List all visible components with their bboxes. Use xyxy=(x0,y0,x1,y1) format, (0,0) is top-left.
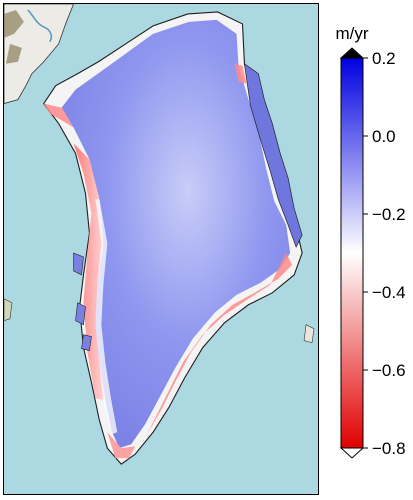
colorbar-tick-label: 0.0 xyxy=(372,127,396,146)
colorbar-tick-label: 0.2 xyxy=(372,49,396,68)
melt-margin-south xyxy=(107,432,136,459)
map-panel xyxy=(3,3,319,495)
melt-margin-southeast xyxy=(147,252,293,435)
colorbar-tick-label: −0.6 xyxy=(372,361,406,380)
colorbar-graphic: 0.2 0.0 −0.2 −0.4 −0.6 −0.8 xyxy=(339,47,406,459)
ice-transition-band xyxy=(95,199,118,435)
colorbar-extend-min-arrow xyxy=(339,447,365,459)
ice-sheet-blue xyxy=(61,19,291,449)
west-coast-islands xyxy=(73,252,92,351)
colorbar-tick-label: −0.4 xyxy=(372,283,406,302)
colorbar-extend-max-arrow xyxy=(339,47,365,59)
melt-margin-northeast xyxy=(234,63,247,84)
east-islets xyxy=(303,324,315,343)
colorbar-tick-label: −0.8 xyxy=(372,439,406,458)
melt-margin-northwest xyxy=(43,103,74,128)
canada-coast-lake xyxy=(27,9,53,43)
colorbar: m/yr 0.2 0.0 −0.2 −0.4 −0.6 −0.8 xyxy=(330,24,410,464)
west-islets xyxy=(4,298,13,322)
east-coast-glaciers xyxy=(244,62,303,248)
colorbar-tick-label: −0.2 xyxy=(372,205,406,224)
colorbar-unit-label: m/yr xyxy=(335,24,369,43)
colorbar-gradient xyxy=(340,57,364,449)
canada-land xyxy=(4,4,74,105)
canada-terrain xyxy=(4,9,24,64)
map-canvas xyxy=(4,4,318,494)
